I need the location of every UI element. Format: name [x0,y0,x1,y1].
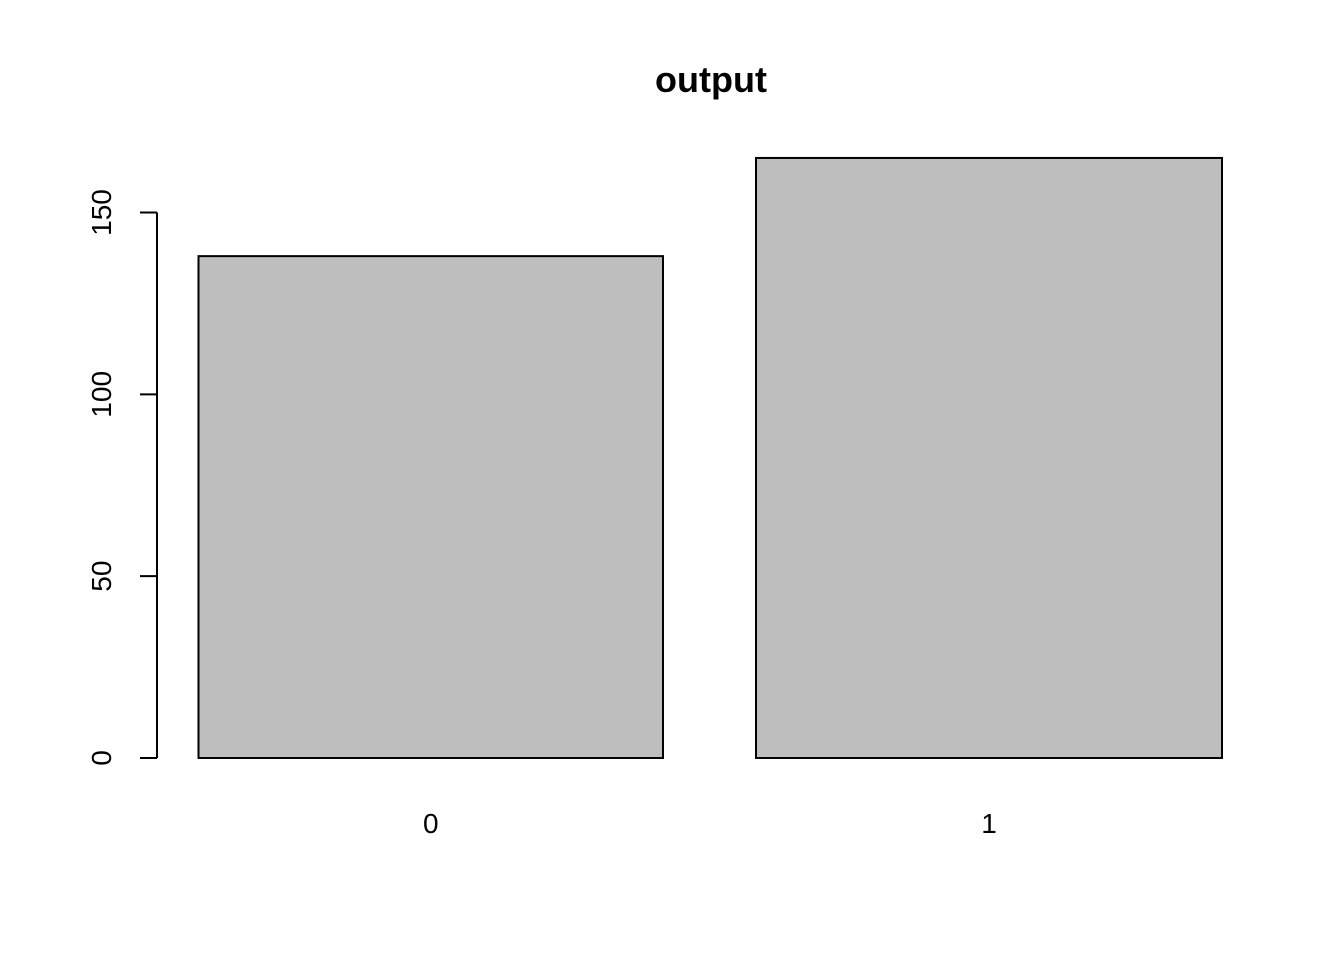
y-tick-label-0: 0 [86,750,117,766]
bar-1 [755,156,1223,759]
y-tick-label-150: 150 [86,189,117,236]
x-tick-label-1: 1 [981,808,997,839]
x-tick-label-0: 0 [423,808,439,839]
bars-layer [197,156,1223,759]
y-tick-label-100: 100 [86,371,117,418]
y-tick-label-50: 50 [86,561,117,592]
y-axis: 0 50 100 150 [86,189,158,766]
bar-0 [197,255,664,759]
chart-title: output [655,59,767,100]
